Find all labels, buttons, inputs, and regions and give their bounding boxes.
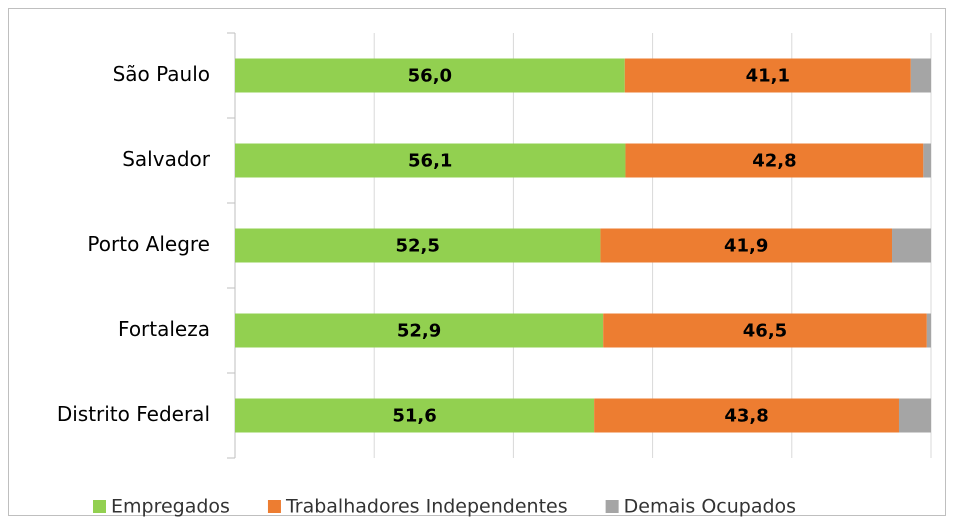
- legend-label: Demais Ocupados: [624, 496, 796, 518]
- legend-label: Trabalhadores Independentes: [285, 496, 568, 518]
- bar-segment: [923, 143, 931, 178]
- data-label: 41,1: [746, 66, 790, 87]
- bar-segment: [235, 313, 604, 348]
- legend-swatch: [93, 500, 106, 513]
- y-tick-label: Fortaleza: [118, 317, 210, 341]
- data-label: 52,9: [397, 321, 441, 342]
- bar-segment: [892, 228, 931, 263]
- bar-segment: [926, 313, 931, 348]
- data-label: 42,8: [752, 151, 796, 172]
- bar-segment: [235, 398, 595, 433]
- data-label: 46,5: [743, 321, 787, 342]
- y-tick-label: Salvador: [122, 147, 211, 171]
- data-label: 56,1: [408, 151, 452, 172]
- y-tick-label: Porto Alegre: [87, 232, 210, 256]
- bar-segment: [235, 58, 625, 93]
- data-label: 51,6: [392, 406, 436, 427]
- bar-segment: [235, 228, 601, 263]
- bar-segment: [235, 143, 626, 178]
- data-label: 52,5: [395, 236, 439, 257]
- y-tick-label: São Paulo: [113, 62, 210, 86]
- bar-segment: [600, 228, 893, 263]
- bar-segment: [603, 313, 927, 348]
- legend-label: Empregados: [111, 496, 230, 518]
- bar-segment: [594, 398, 899, 433]
- bar-segment: [624, 58, 911, 93]
- legend-swatch: [267, 500, 281, 513]
- data-label: 41,9: [724, 236, 768, 257]
- bar-segment: [898, 398, 931, 433]
- data-label: 56,0: [408, 66, 452, 87]
- legend-swatch: [605, 500, 619, 513]
- data-label: 43,8: [724, 406, 768, 427]
- bar-segment: [625, 143, 924, 178]
- y-tick-label: Distrito Federal: [57, 402, 210, 426]
- bar-segment: [910, 58, 931, 93]
